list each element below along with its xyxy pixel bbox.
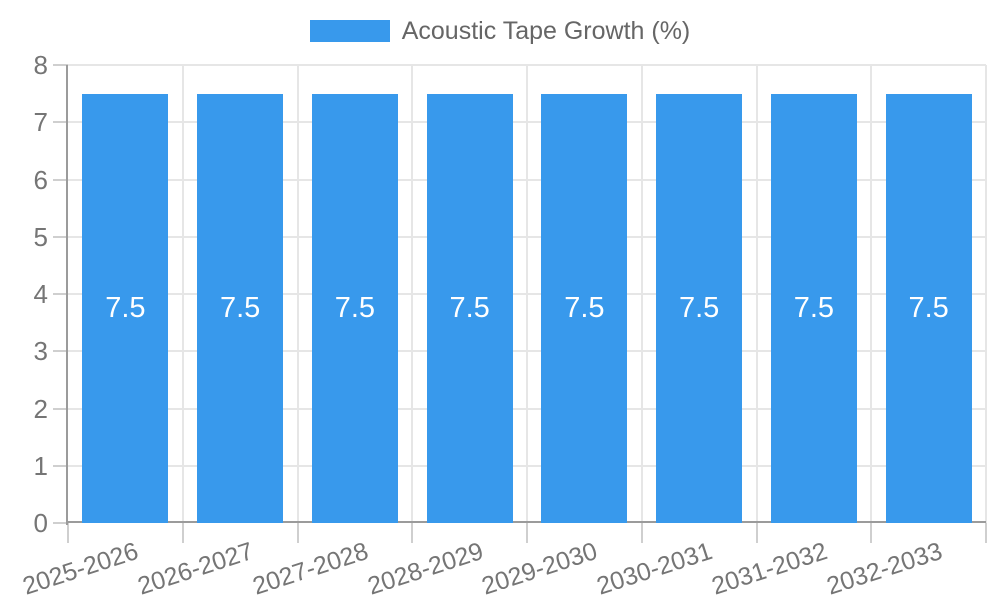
y-axis-tick-label: 6 [33,164,48,195]
y-axis-tick-label: 5 [33,221,48,252]
y-axis-line [66,65,68,525]
bar-2026-2027[interactable]: 7.5 [197,93,284,523]
bar-value-label: 7.5 [678,291,720,324]
bar-2025-2026[interactable]: 7.5 [82,93,169,523]
x-axis-tick [755,523,758,543]
y-axis-tick [53,464,68,467]
x-axis-tick [870,523,873,543]
bar-2030-2031[interactable]: 7.5 [656,93,743,523]
y-axis-tick [53,407,68,410]
y-axis-tick-label: 4 [33,279,48,309]
bar-value-label: 7.5 [334,291,376,324]
gridline-vertical [755,65,758,523]
x-axis-line [66,521,986,523]
gridline-vertical [985,65,987,523]
legend-label: Acoustic Tape Growth (%) [401,17,691,45]
y-axis-tick [53,235,68,238]
chart-legend: Acoustic Tape Growth (%) [0,16,1000,46]
y-axis-tick [53,178,68,181]
gridline-vertical [411,65,414,523]
legend-swatch [309,20,390,42]
x-axis-tick [67,523,69,543]
bar-value-label: 7.5 [105,291,146,324]
y-axis-tick [53,293,68,295]
y-axis-tick-label: 2 [33,393,48,424]
y-axis-tick-label: 3 [33,336,48,367]
x-axis-tick [296,523,299,543]
bar-value-label: 7.5 [793,291,835,324]
bar-2027-2028[interactable]: 7.5 [311,93,398,523]
gridline-vertical [296,65,299,523]
y-axis-tick [53,350,68,353]
bar-value-label: 7.5 [564,291,605,324]
x-axis-tick [411,523,414,543]
y-axis-tick-label: 8 [33,50,48,80]
bar-2032-2033[interactable]: 7.5 [885,93,972,523]
y-axis-tick [53,64,68,66]
bar-value-label: 7.5 [908,291,949,324]
legend-item[interactable]: Acoustic Tape Growth (%) [309,16,691,46]
y-axis-tick-label: 7 [33,107,48,138]
gridline-vertical [526,65,528,523]
bar-2031-2032[interactable]: 7.5 [770,93,857,523]
y-axis-tick [53,121,68,124]
gridline-vertical [181,65,184,523]
y-axis-tick-label: 0 [33,508,48,538]
bar-2028-2029[interactable]: 7.5 [426,93,513,523]
gridline-vertical [640,65,643,523]
y-axis-tick-label: 1 [33,450,48,481]
x-axis-tick [985,523,987,543]
gridline-vertical [870,65,873,523]
x-axis-tick [181,523,184,543]
bar-2029-2030[interactable]: 7.5 [541,93,628,523]
x-axis-tick [526,523,528,543]
bar-value-label: 7.5 [219,291,261,324]
x-axis-tick [640,523,643,543]
y-axis-tick [53,522,68,524]
bar-value-label: 7.5 [449,291,490,324]
